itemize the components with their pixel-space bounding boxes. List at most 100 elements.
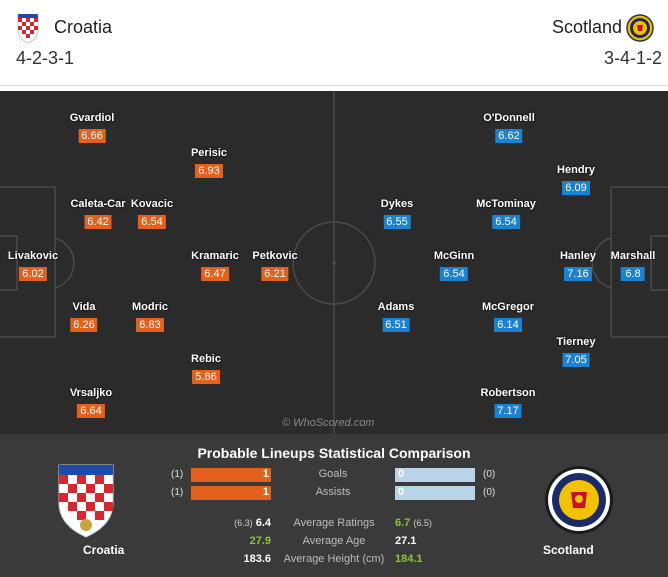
player-name[interactable]: Hendry [557,164,595,176]
home-avg-value: 183.6 [243,553,271,565]
player-name[interactable]: McGinn [433,250,475,262]
away-avg: 27.1 [395,535,416,547]
home-bar: 1 [191,486,271,500]
home-avg: 183.6 [243,553,271,565]
player-name[interactable]: Dykes [380,198,414,210]
player-name[interactable]: Marshall [610,250,656,262]
player-name[interactable]: Petkovic [252,250,298,262]
player-card[interactable]: Robertson 7.17 [481,387,536,419]
away-team-name[interactable]: Scotland [551,17,622,37]
player-card[interactable]: Hanley 7.16 [560,250,596,282]
croatia-crest-icon[interactable] [14,12,42,44]
player-rating: 6.83 [136,318,164,332]
home-team-label[interactable]: Croatia [83,543,125,557]
stat-label: Goals [318,468,348,480]
player-card[interactable]: Modric 6.83 [132,301,168,333]
player-card[interactable]: Vrsaljko 6.64 [70,387,112,419]
player-card[interactable]: Perisic 6.93 [191,147,227,179]
player-card[interactable]: Caleta-Car 6.42 [70,198,126,230]
player-name[interactable]: Perisic [190,147,228,159]
stat-label: Assists [315,486,351,498]
home-avg: (6.3) 6.4 [234,517,271,529]
avg-row-height: 183.6 Average Height (cm) 184.1 [0,553,668,567]
home-team-name[interactable]: Croatia [54,17,113,37]
stats-comparison-panel: Probable Lineups Statistical Comparison … [0,434,668,577]
away-bar: 0 [395,468,475,482]
player-card[interactable]: Rebic 5.86 [191,353,221,385]
player-name[interactable]: Robertson [480,387,536,399]
avg-label: Average Height (cm) [283,553,385,565]
player-card[interactable]: Dykes 6.55 [381,198,413,230]
avg-row-ratings: (6.3) 6.4 Average Ratings 6.7 (6.5) [0,517,668,531]
player-name[interactable]: Tierney [556,336,596,348]
player-card[interactable]: Adams 6.51 [377,301,415,333]
player-name[interactable]: O'Donnell [483,112,535,124]
scotland-crest-icon[interactable] [544,464,614,536]
player-rating: 7.17 [494,404,522,418]
player-name[interactable]: McTominay [476,198,536,210]
player-rating: 5.86 [192,370,220,384]
player-rating: 6.62 [495,129,523,143]
player-card[interactable]: Kramaric 6.47 [191,250,239,282]
player-name[interactable]: Gvardiol [69,112,115,124]
away-avg: 6.7 (6.5) [395,517,432,529]
player-name[interactable]: Hanley [559,250,597,262]
pitch: Gvardiol 6.66 Perisic 6.93 Caleta-Car 6.… [0,91,668,434]
player-name[interactable]: Modric [131,301,169,313]
player-rating: 6.26 [70,318,98,332]
player-rating: 7.05 [562,353,590,367]
player-card[interactable]: McTominay 6.54 [476,198,536,230]
away-count: (0) [483,487,496,498]
player-card[interactable]: Tierney 7.05 [556,336,596,368]
croatia-crest-icon[interactable] [57,463,115,539]
away-avg: 184.1 [395,553,423,565]
player-card[interactable]: O'Donnell 6.62 [483,112,535,144]
home-count: (1) [171,487,184,498]
away-avg-value: 6.7 [395,517,411,529]
away-count: (0) [483,469,496,480]
player-name[interactable]: Caleta-Car [70,198,126,210]
away-bar-value: 0 [398,468,405,480]
comparison-row-assists: (1) 1 Assists 0 (0) [0,486,668,500]
player-rating: 6.54 [440,267,468,281]
player-name[interactable]: Kovacic [130,198,174,210]
home-formation: 4-2-3-1 [16,48,75,68]
away-bar: 0 [395,486,475,500]
player-card[interactable]: Kovacic 6.54 [131,198,173,230]
away-team-label[interactable]: Scotland [543,543,594,557]
away-formation: 3-4-1-2 [603,48,662,68]
avg-row-age: 27.9 Average Age 27.1 [0,535,668,549]
player-rating: 6.54 [492,215,520,229]
home-avg-value: 27.9 [249,535,271,547]
player-card[interactable]: McGregor 6.14 [482,301,534,333]
avg-label: Average Age [302,535,366,547]
home-bar-value: 1 [262,468,269,480]
scotland-crest-icon[interactable] [626,12,654,44]
player-card[interactable]: Petkovic 6.21 [252,250,298,282]
player-name[interactable]: Adams [377,301,415,313]
player-card[interactable]: Livakovic 6.02 [8,250,58,282]
avg-label: Average Ratings [293,517,375,529]
player-card[interactable]: McGinn 6.54 [434,250,474,282]
player-name[interactable]: Vrsaljko [69,387,113,399]
player-rating: 6.21 [261,267,289,281]
player-card[interactable]: Vida 6.26 [70,301,98,333]
player-name[interactable]: Livakovic [7,250,59,262]
player-card[interactable]: Hendry 6.09 [557,164,595,196]
player-card[interactable]: Marshall 6.8 [610,250,656,282]
player-name[interactable]: Kramaric [191,250,239,262]
home-bar-value: 1 [262,486,269,498]
player-rating: 6.93 [195,164,223,178]
player-name[interactable]: Vida [72,301,96,313]
pitch-lines [0,91,668,434]
player-card[interactable]: Gvardiol 6.66 [69,112,115,144]
player-rating: 6.8 [620,267,645,281]
player-name[interactable]: Rebic [191,353,221,365]
player-rating: 6.42 [84,215,112,229]
player-rating: 6.64 [77,404,105,418]
player-name[interactable]: McGregor [482,301,534,313]
player-rating: 6.54 [138,215,166,229]
away-avg-value: 27.1 [395,535,417,547]
lineup-header: Croatia 4-2-3-1 Scotland 3-4-1-2 [0,0,668,86]
home-avg-prefix: (6.3) [234,518,253,528]
